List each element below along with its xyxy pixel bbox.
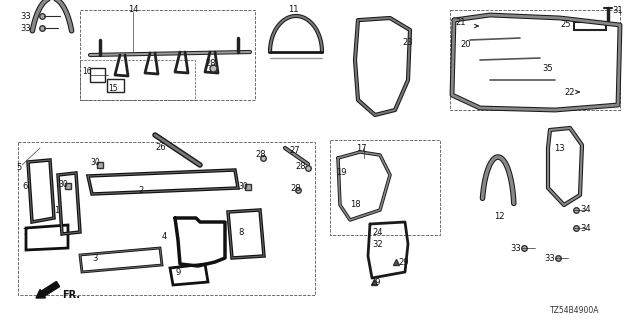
Text: 19: 19 [336,168,346,177]
Text: 20: 20 [460,40,470,49]
Text: 13: 13 [554,144,564,153]
Text: 8: 8 [238,228,243,237]
Text: 12: 12 [494,212,504,221]
Text: 29: 29 [398,258,408,267]
Text: 16: 16 [82,67,92,76]
Text: 34: 34 [580,205,591,214]
Text: 30: 30 [58,180,68,189]
Text: 5: 5 [16,163,21,172]
Text: 21: 21 [455,18,465,27]
Text: TZ54B4900A: TZ54B4900A [550,306,600,315]
Text: 33: 33 [20,24,31,33]
Text: 18: 18 [350,200,360,209]
FancyArrow shape [36,282,60,298]
Text: 3: 3 [92,254,97,263]
Text: 29: 29 [370,278,381,287]
Text: 26: 26 [155,143,166,152]
Text: 23: 23 [402,38,413,47]
Text: 14: 14 [128,5,138,14]
Text: 28: 28 [205,59,216,68]
Text: 6: 6 [22,182,28,191]
Text: 7: 7 [22,228,28,237]
Text: 9: 9 [176,268,181,277]
Text: 25: 25 [560,20,570,29]
Text: 4: 4 [162,232,167,241]
Text: 2: 2 [138,186,143,195]
Text: 24: 24 [372,228,383,237]
Text: 17: 17 [356,144,367,153]
Text: 30: 30 [90,158,100,167]
Text: 35: 35 [542,64,552,73]
Text: 34: 34 [580,224,591,233]
Text: 33: 33 [510,244,521,253]
Text: FR.: FR. [62,290,80,300]
Text: 11: 11 [288,5,298,14]
Text: 28: 28 [290,184,301,193]
Text: 27: 27 [289,146,300,155]
Text: 31: 31 [612,6,623,15]
Text: 30: 30 [238,182,248,191]
Text: 1: 1 [54,206,60,215]
Text: 15: 15 [108,84,118,93]
Text: 22: 22 [564,88,575,97]
Text: 33: 33 [20,12,31,21]
Text: 33: 33 [544,254,555,263]
Text: 28: 28 [295,162,306,171]
Text: 28: 28 [255,150,266,159]
Text: 32: 32 [372,240,383,249]
